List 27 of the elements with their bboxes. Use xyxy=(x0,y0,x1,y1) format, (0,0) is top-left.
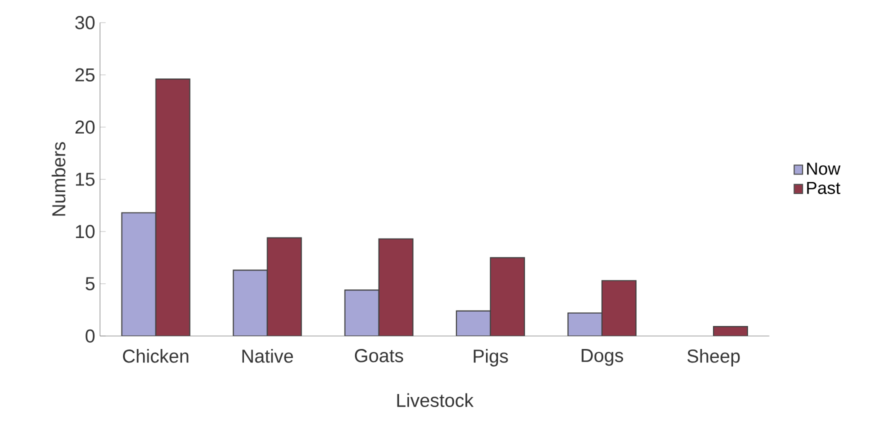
y-tick-label: 5 xyxy=(86,277,95,290)
bar xyxy=(232,270,268,336)
legend-label: Past xyxy=(807,182,840,194)
x-tick-label: Pigs xyxy=(474,349,508,366)
y-tick-label: 15 xyxy=(76,172,95,186)
x-tick-label: Sheep xyxy=(687,349,740,366)
bar xyxy=(490,257,525,336)
y-tick-label: 20 xyxy=(75,120,95,134)
y-tick-label: 10 xyxy=(76,224,95,238)
bar xyxy=(456,310,491,336)
bar xyxy=(601,280,637,336)
y-axis-title: Numbers xyxy=(52,142,66,216)
y-tick-label: 30 xyxy=(75,16,95,30)
legend-label: Now xyxy=(807,162,840,175)
x-tick-label: Native xyxy=(242,349,293,363)
bar xyxy=(567,312,603,336)
bar xyxy=(121,212,156,336)
x-tick-label: Goats xyxy=(354,349,404,362)
bar xyxy=(155,78,190,336)
x-axis-title: Livestock xyxy=(397,393,474,408)
x-tick-label: Dogs xyxy=(582,349,624,366)
y-tick-label: 25 xyxy=(75,68,95,82)
bar xyxy=(266,237,302,336)
bar xyxy=(344,290,380,336)
bar xyxy=(378,238,414,336)
x-tick-label: Chicken xyxy=(123,349,188,363)
y-tick-label: 0 xyxy=(86,329,95,343)
